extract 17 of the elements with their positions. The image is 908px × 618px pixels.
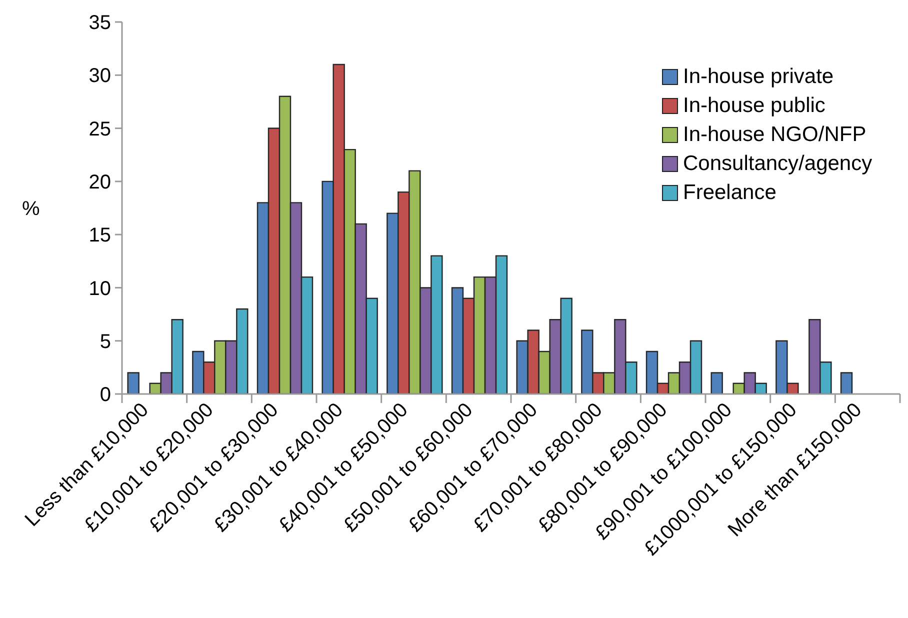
y-tick-label: 5 bbox=[100, 330, 111, 353]
bar bbox=[710, 372, 723, 394]
y-tick-label: 25 bbox=[88, 118, 111, 140]
y-tick-label: 30 bbox=[88, 65, 111, 88]
bar bbox=[127, 372, 140, 394]
legend-label: In-house private bbox=[683, 64, 834, 90]
legend-label: In-house NGO/NFP bbox=[683, 122, 866, 148]
legend-label: In-house public bbox=[683, 93, 826, 119]
y-axis-title: % bbox=[22, 198, 40, 220]
bar bbox=[840, 372, 853, 394]
y-tick-label: 15 bbox=[88, 224, 111, 247]
legend-label: Freelance bbox=[683, 180, 776, 206]
y-tick-label: 35 bbox=[88, 12, 111, 34]
y-tick-label: 10 bbox=[88, 278, 111, 300]
y-tick-label: 20 bbox=[88, 172, 111, 194]
y-tick-label: 0 bbox=[100, 384, 111, 406]
legend-label: Consultancy/agency bbox=[683, 151, 872, 177]
